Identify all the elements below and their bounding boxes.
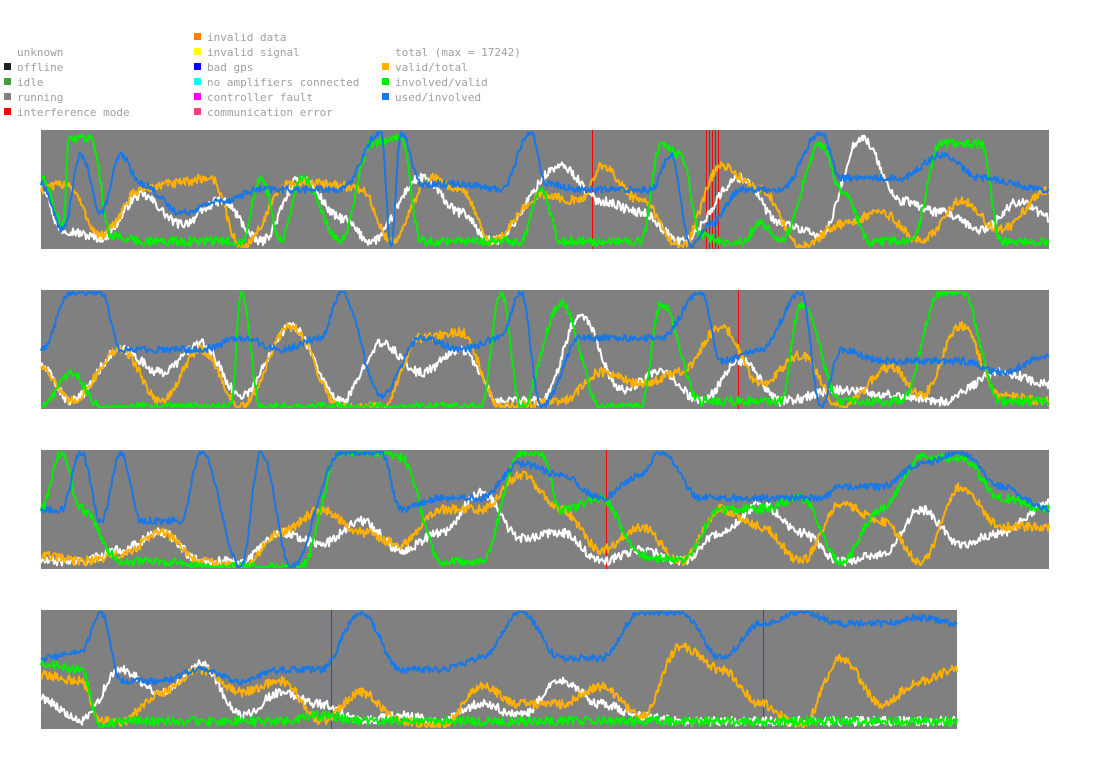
swatch-controller-fault (194, 93, 201, 100)
series-line-valid-total (40, 321, 1050, 408)
series-line-valid-total (40, 161, 1049, 248)
legend-label: offline (17, 61, 64, 74)
swatch-communication-error (194, 108, 201, 115)
panel-background (41, 130, 1049, 249)
legend-label: used/involved (395, 91, 482, 104)
swatch-involved-valid (382, 78, 389, 85)
swatch-used-involved (382, 93, 389, 100)
swatch-no-amplifiers (194, 78, 201, 85)
swatch-running (4, 93, 11, 100)
legend-label: bad gps (207, 61, 254, 74)
swatch-invalid-data (194, 33, 201, 40)
legend-label: no amplifiers connected (207, 76, 360, 89)
series-line-involved-valid (40, 660, 958, 728)
series-line-involved-valid (40, 451, 1050, 568)
legend-label: idle (17, 76, 44, 89)
legend-label: controller fault (207, 91, 313, 104)
panel-3 (40, 450, 1050, 569)
panel-2 (40, 290, 1050, 409)
legend-label: involved/valid (395, 76, 488, 89)
series-line-used-involved (40, 451, 1050, 568)
series-line-involved-valid (41, 291, 1050, 408)
series-line-total (40, 487, 1050, 567)
legend-label: interference mode (17, 106, 130, 119)
legend-label: communication error (207, 106, 333, 119)
series-line-involved-valid (40, 133, 1050, 247)
swatch-idle (4, 78, 11, 85)
legend-label: valid/total (395, 61, 468, 74)
swatch-bad-gps (194, 63, 201, 70)
swatch-offline (4, 63, 11, 70)
swatch-invalid-signal (194, 48, 201, 55)
panel-1 (40, 130, 1050, 249)
legend-label: invalid signal (207, 46, 300, 59)
legend-label: running (17, 91, 64, 104)
series-line-total (40, 134, 1050, 247)
series-line-valid-total (40, 470, 1050, 568)
series-line-used-involved (40, 611, 958, 686)
swatch-interference-mode (4, 108, 11, 115)
series-line-used-involved (40, 291, 1050, 408)
legend-label: invalid data (207, 31, 287, 44)
legend-label: unknown (17, 46, 64, 59)
series-line-used-involved (40, 131, 1050, 248)
swatch-valid-total (382, 63, 389, 70)
legend-label: total (max = 17242) (395, 46, 521, 59)
panel-4 (40, 610, 958, 729)
panel-background (41, 450, 1049, 569)
